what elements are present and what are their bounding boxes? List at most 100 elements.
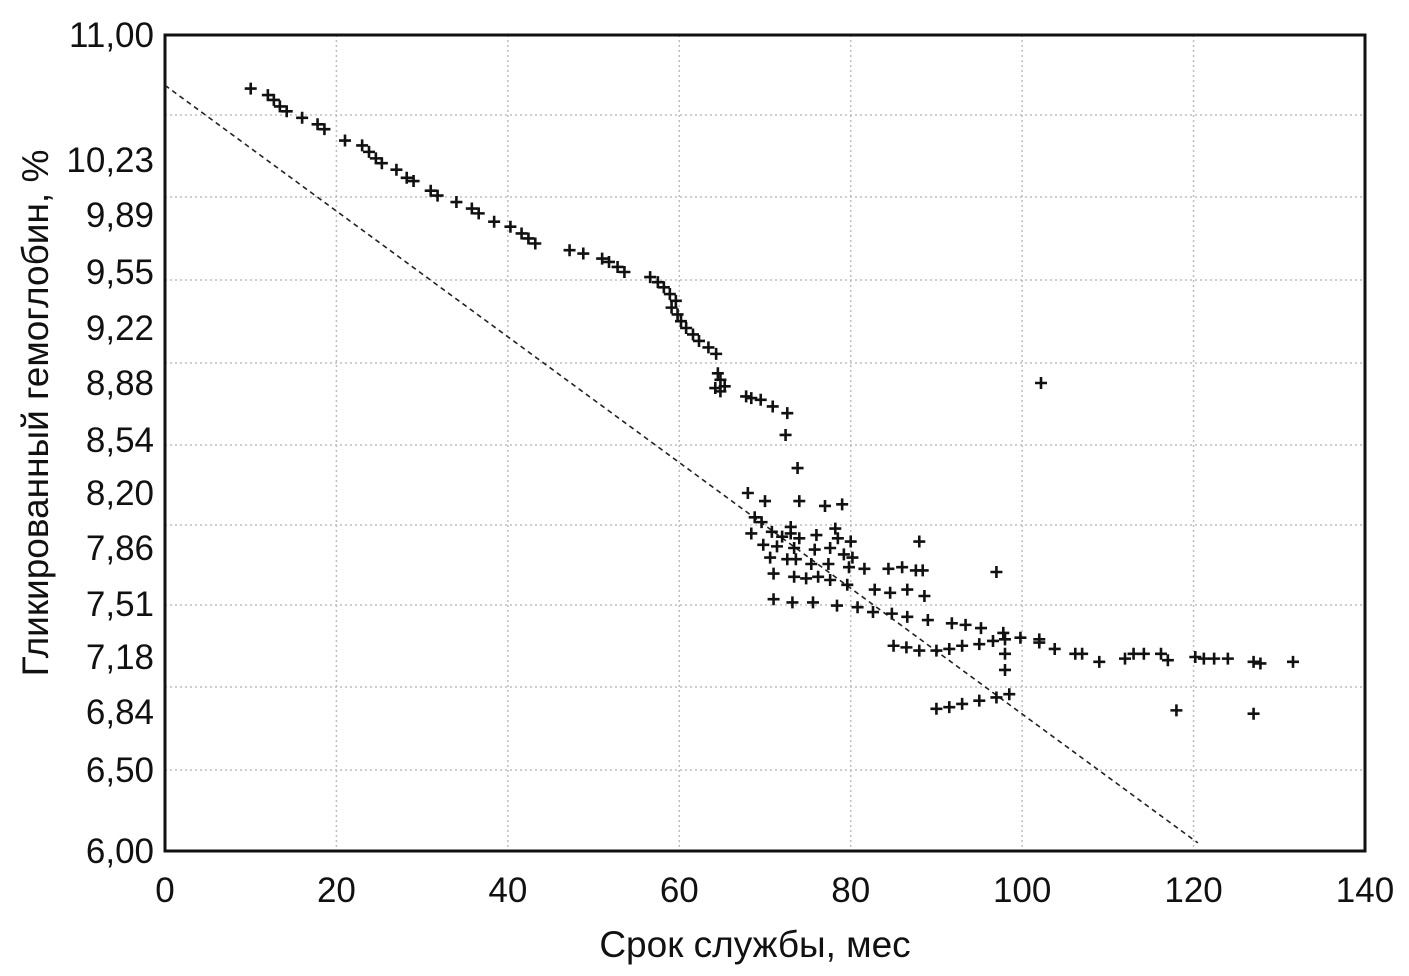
y-tick-label: 7,86 [86,529,154,568]
data-point [896,561,909,574]
data-point [1287,655,1299,668]
data-point [885,607,898,620]
y-tick-label: 6,50 [86,751,154,790]
data-point [959,618,972,631]
data-point [791,462,804,475]
y-tick-label: 10,23 [66,141,154,180]
data-point [824,542,837,554]
data-point [779,428,792,441]
data-point [273,100,286,113]
data-point [767,567,780,580]
data-point [651,276,664,289]
data-point [644,271,657,284]
data-point [930,644,943,657]
data-point [663,288,676,301]
data-point [714,385,727,398]
y-tick-label: 8,54 [86,421,154,460]
data-point [945,617,958,630]
x-tick-labels: 0 20 40 60 80 100 120 140 [155,871,1394,910]
data-point [990,691,1003,704]
data-point [741,487,754,499]
data-point [887,639,900,652]
data-point [596,252,609,265]
data-point [810,529,823,542]
data-point [522,232,535,245]
data-point [1048,642,1061,655]
data-point [757,538,770,551]
y-tick-label: 9,89 [86,196,154,235]
data-point [400,171,413,184]
data-point [913,535,926,548]
data-point [671,308,684,321]
data-point [858,562,871,575]
data-point [1247,707,1260,720]
y-tick-label: 6,00 [86,832,154,871]
data-point [776,530,789,543]
data-point [375,157,388,170]
data-point [841,578,854,591]
x-axis-title: Срок службы, мес [599,924,910,965]
data-point [900,641,913,654]
data-point [788,542,801,554]
y-tick-label: 11,00 [69,16,154,55]
data-point [829,522,842,535]
data-point [687,328,699,341]
data-point [665,301,678,314]
data-point [1221,652,1234,665]
data-point [1003,688,1016,701]
data-point [764,551,777,564]
data-point [913,644,926,657]
data-point [1189,651,1202,663]
data-point [812,570,825,583]
data-point [800,572,813,585]
y-tick-label: 7,18 [86,638,154,677]
data-point [710,347,723,360]
data-point [851,601,864,614]
data-point [1119,652,1131,665]
data-point [577,247,590,260]
data-point [363,145,375,158]
data-point [669,294,682,307]
y-tick-labels: 11,00 10,23 9,89 9,55 9,22 8,88 8,54 8,20 7,86 7,… [66,16,154,871]
data-point [784,527,797,540]
x-tick-label: 60 [660,871,699,910]
data-point [1014,631,1027,644]
data-point [680,322,693,334]
data-point [702,341,715,354]
data-point [1137,647,1150,660]
data-point [831,532,844,545]
data-point [786,596,799,609]
data-point [918,590,931,602]
data-point [407,175,420,188]
data-point [975,622,987,635]
data-point [711,367,724,380]
data-point [1035,377,1047,389]
data-point [819,499,831,512]
data-point [930,702,943,715]
data-point [999,647,1011,660]
data-point [657,281,670,294]
data-point [808,543,821,556]
data-point [1127,647,1140,660]
y-tick-label: 9,22 [86,309,154,348]
data-point [956,639,969,652]
x-tick-label: 0 [155,871,174,910]
data-point [339,134,351,147]
data-point [754,393,767,406]
y-axis-title: Гликированный гемоглобин, % [15,150,56,677]
data-point [450,196,463,209]
data-point [603,255,615,268]
grid [165,35,1365,851]
data-point [488,215,501,228]
data-point [807,596,819,609]
data-point [973,694,986,707]
data-points [244,82,1299,720]
data-point [618,266,631,278]
data-point [318,123,331,136]
data-point [901,610,914,623]
data-point [369,152,382,165]
data-point [296,111,309,124]
data-point [244,82,257,95]
data-point [943,701,956,714]
data-point [956,697,969,710]
